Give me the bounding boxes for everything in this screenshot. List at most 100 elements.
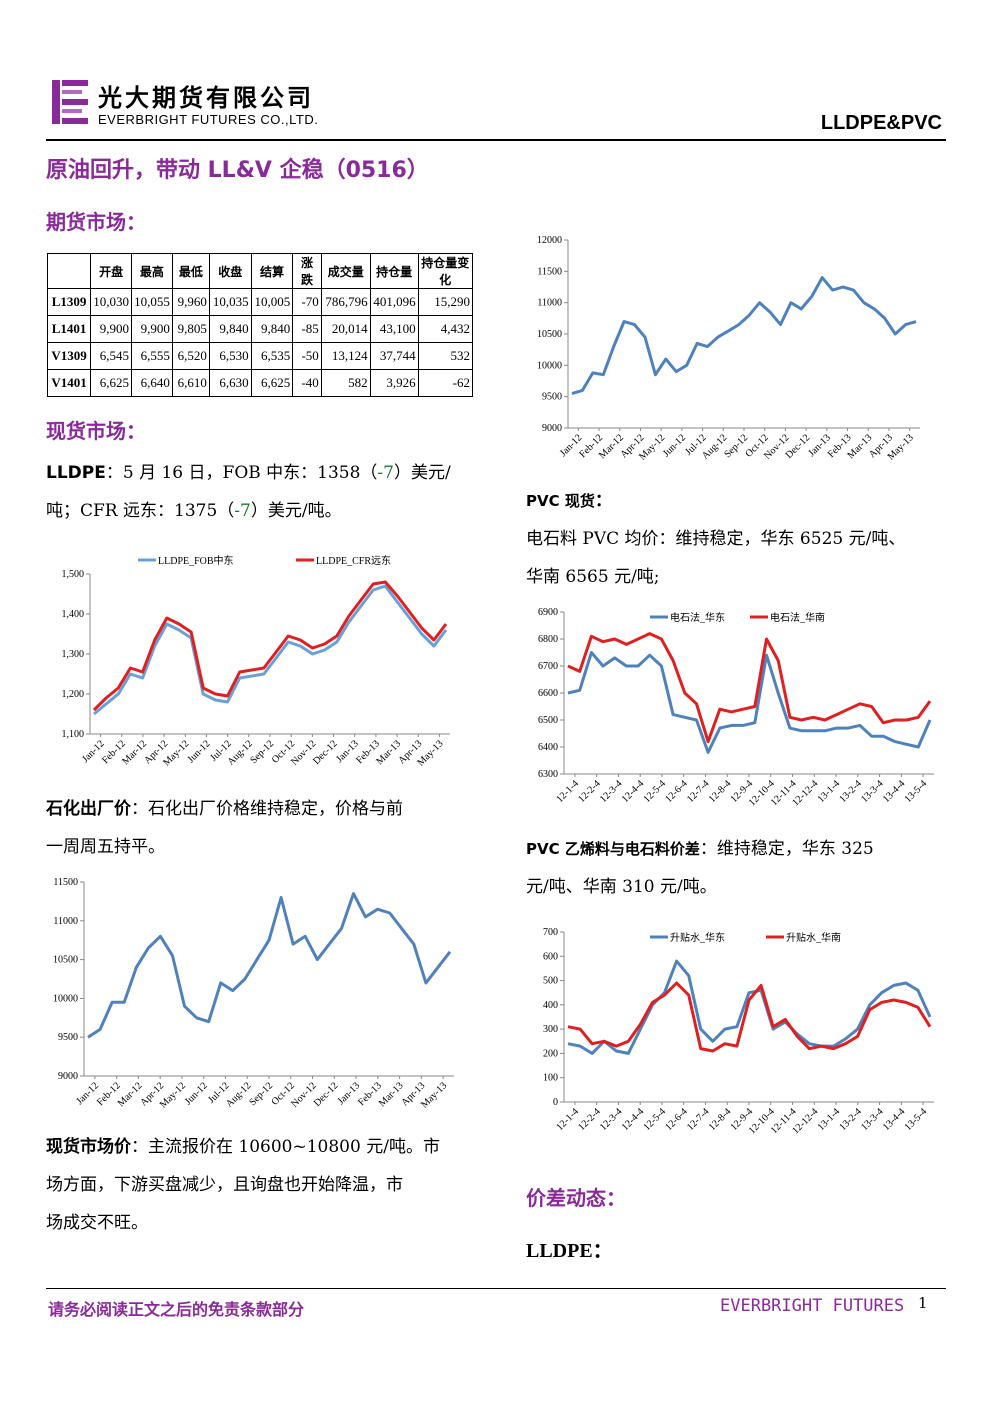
x-tick-label: 12-6-4 <box>663 778 690 805</box>
y-tick-label: 700 <box>543 927 558 938</box>
x-tick-label: Dec-12 <box>311 738 340 767</box>
y-tick-label: 6800 <box>538 634 558 645</box>
x-tick-label: 13-5-4 <box>903 1106 930 1133</box>
spot-price-paragraph: 现货市场价：主流报价在 10600~10800 元/吨。市 场方面，下游买盘减少… <box>46 1128 476 1242</box>
table-cell: 6,630 <box>208 369 252 397</box>
y-tick-label: 400 <box>543 1000 558 1011</box>
table-header-cell: 持仓量变化 <box>417 253 474 289</box>
contract-cell: V1309 <box>46 342 92 370</box>
x-tick-label: 13-1-4 <box>816 1106 843 1133</box>
petro-price-chart: 9000950010000105001100011500Jan-12Feb-12… <box>53 877 454 1111</box>
x-tick-label: 12-7-4 <box>685 1106 712 1133</box>
x-tick-label: 12-1-4 <box>554 778 581 805</box>
x-tick-label: Mar-12 <box>116 1080 145 1109</box>
table-row: L1401 9,900 9,900 9,805 9,840 9,840 -85 20,014 4… <box>46 315 474 343</box>
series-line <box>92 580 448 712</box>
y-tick-label: 9500 <box>542 392 562 403</box>
x-tick-label: 12-4-4 <box>620 1106 647 1133</box>
series-line <box>567 981 932 1053</box>
table-row: V1401 6,625 6,640 6,610 6,630 6,625 -40 582 3,92… <box>46 369 474 397</box>
petro-paragraph: 石化出厂价：石化出厂价格维持稳定，价格与前 一周周五持平。 <box>46 790 476 866</box>
x-tick-label: 12-7-4 <box>685 778 712 805</box>
legend-label: 升贴水_华南 <box>786 931 841 944</box>
contract-cell: L1309 <box>46 288 92 316</box>
x-tick-label: 13-3-4 <box>859 778 886 805</box>
y-tick-label: 10000 <box>53 993 78 1004</box>
table-header-cell: 涨跌 <box>292 253 322 289</box>
table-cell: 9,840 <box>208 315 252 343</box>
pvc-spread-line2: 元/吨、华南 310 元/吨。 <box>526 877 717 897</box>
series-line <box>567 959 932 1055</box>
series-line <box>567 651 932 754</box>
table-cell: 6,520 <box>171 342 210 370</box>
lldpe-subsection: LLDPE： <box>526 1240 613 1262</box>
table-cell: 6,625 <box>250 369 294 397</box>
x-tick-label: Jun-12 <box>186 738 213 765</box>
table-cell: -70 <box>292 288 322 316</box>
y-tick-label: 10500 <box>53 955 78 966</box>
y-tick-label: 100 <box>543 1073 558 1084</box>
spot-line3: 场成交不旺。 <box>46 1213 148 1233</box>
table-cell: 43,100 <box>369 315 419 343</box>
table-cell: 6,530 <box>208 342 252 370</box>
lldpe-futures-chart: 900095001000010500110001150012000Jan-12F… <box>537 235 920 463</box>
table-cell: 6,610 <box>171 369 210 397</box>
pvc-spread-line1: ：维持稳定，华东 325 <box>699 839 874 859</box>
lldpe-line1-a: ：5 月 16 日，FOB 中东：1358（ <box>105 463 378 483</box>
x-tick-label: Nov-12 <box>289 1080 318 1109</box>
table-cell: 9,805 <box>171 315 210 343</box>
lldpe-fob-change: -7 <box>377 463 394 483</box>
spot-price-label: 现货市场价 <box>46 1137 131 1157</box>
futures-table: 开盘 最高 最低 收盘 结算 涨跌 成交量 持仓量 持仓量变化 L1309 10,030 10,055… <box>46 253 474 397</box>
section-futures: 期货市场： <box>46 210 146 234</box>
x-tick-label: 13-4-4 <box>881 1106 908 1133</box>
pvc-colon: ： <box>594 491 612 511</box>
table-cell: -50 <box>292 342 322 370</box>
table-cell: 6,535 <box>250 342 294 370</box>
x-tick-label: 13-4-4 <box>881 778 908 805</box>
legend-label: LLDPE_CFR远东 <box>316 554 391 567</box>
x-tick-label: 12-8-4 <box>707 1106 734 1133</box>
table-header-cell: 持仓量 <box>369 253 419 289</box>
x-tick-label: 12-2-4 <box>576 778 603 805</box>
report-title: 原油回升，带动 LL&V 企稳（0516） <box>46 158 429 183</box>
lldpe-line1-c: ）美元/ <box>393 463 451 483</box>
table-cell: 6,625 <box>90 369 132 397</box>
y-tick-label: 12000 <box>537 235 562 246</box>
y-tick-label: 300 <box>543 1024 558 1035</box>
table-cell: 786,796 <box>320 288 371 316</box>
table-header-cell: 收盘 <box>208 253 252 289</box>
table-cell: 3,926 <box>369 369 419 397</box>
section-spread: 价差动态： <box>526 1186 626 1210</box>
table-cell: -62 <box>417 369 474 397</box>
x-tick-label: 12-5-4 <box>641 778 668 805</box>
y-tick-label: 11000 <box>537 298 562 309</box>
legend-label: 升贴水_华东 <box>670 931 725 944</box>
x-tick-label: Mar-13 <box>374 738 403 767</box>
series-line <box>571 276 917 395</box>
y-tick-label: 11000 <box>53 916 78 927</box>
table-cell: 20,014 <box>320 315 371 343</box>
y-tick-label: 6400 <box>538 742 558 753</box>
table-header-cell: 开盘 <box>90 253 132 289</box>
header-divider <box>46 139 946 141</box>
x-tick-label: 13-5-4 <box>903 778 930 805</box>
pvc-line2: 华南 6565 元/吨; <box>526 567 660 587</box>
y-tick-label: 6900 <box>538 607 558 618</box>
x-tick-label: Sep-12 <box>722 432 750 460</box>
pvc-spread-paragraph: PVC 乙烯料与电石料价差：维持稳定，华东 325 元/吨、华南 310 元/吨… <box>526 830 946 906</box>
x-tick-label: 13-1-4 <box>816 778 843 805</box>
x-tick-label: Sep-12 <box>247 1080 275 1108</box>
y-tick-label: 1,200 <box>62 689 85 700</box>
x-tick-label: Sep-12 <box>248 738 276 766</box>
y-tick-label: 1,100 <box>62 729 85 740</box>
y-tick-label: 9000 <box>58 1071 78 1082</box>
pvc-spread-label: PVC 乙烯料与电石料价差 <box>526 840 700 858</box>
x-tick-label: Aug-12 <box>224 1080 253 1109</box>
x-tick-label: 12-3-4 <box>598 1106 625 1133</box>
spot-line1: ：主流报价在 10600~10800 元/吨。市 <box>131 1137 440 1157</box>
document-tag: LLDPE&PVC <box>820 112 942 134</box>
spot-line2: 场方面，下游买盘减少，且询盘也开始降温，市 <box>46 1175 403 1195</box>
y-tick-label: 9500 <box>58 1032 78 1043</box>
x-tick-label: Mar-13 <box>377 1080 406 1109</box>
